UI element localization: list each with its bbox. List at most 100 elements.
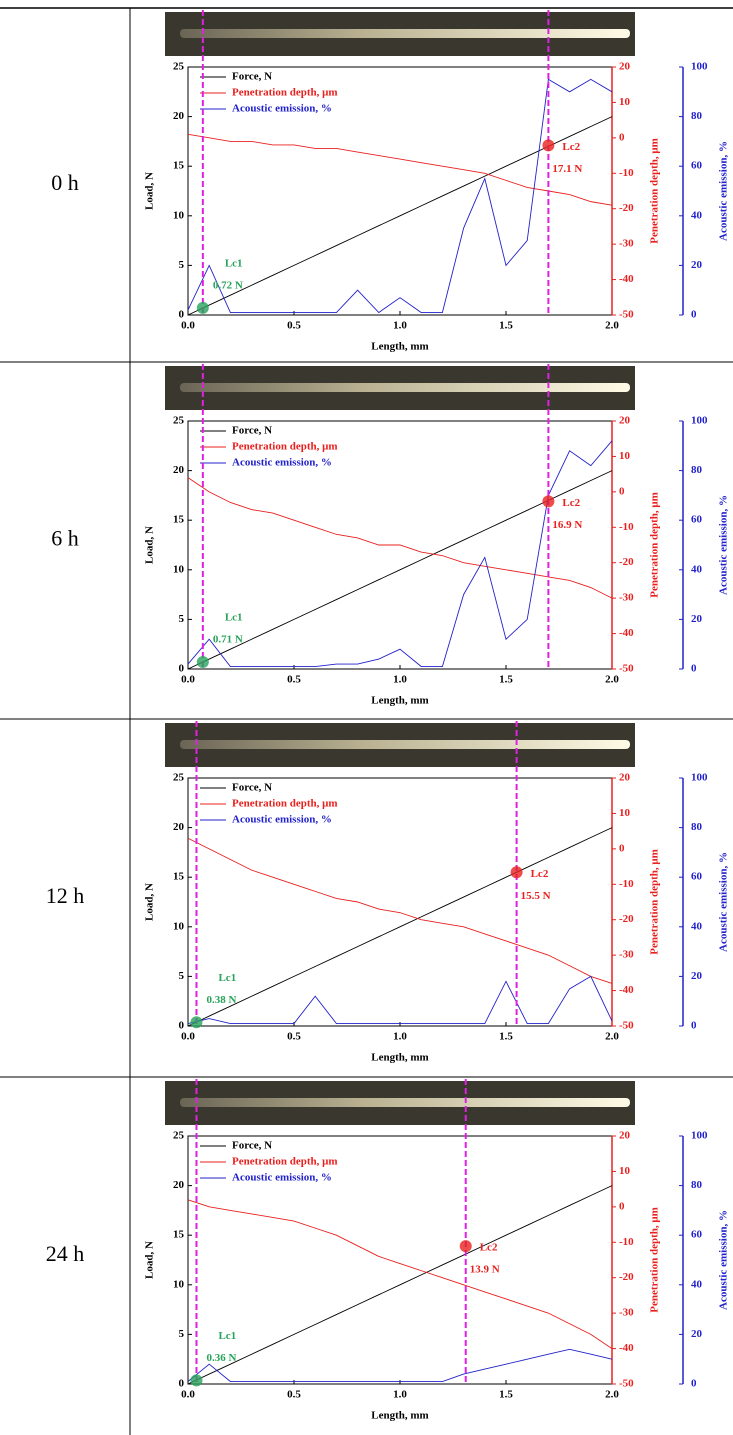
chart: 0.0 0.5 1.0 1.5 2.0 Length, mm 0 5 10 15 20 25 Load,… — [144, 721, 730, 1064]
y-tick-label: 25 — [173, 1130, 185, 1142]
y2-axis-title: Penetration depth, μm — [649, 1207, 661, 1313]
row-label: 6 h — [51, 526, 79, 551]
y2-tick-label: 20 — [619, 1130, 631, 1142]
series-line — [187, 1348, 613, 1382]
x-tick-label: 1.0 — [393, 674, 407, 686]
y2-tick-label: -50 — [619, 1378, 634, 1390]
x-tick-label: 2.0 — [605, 1031, 619, 1043]
y2-tick-label: 20 — [619, 772, 631, 784]
y-tick-label: 20 — [173, 1179, 185, 1191]
critical-label: Lc1 — [218, 972, 236, 984]
critical-label: Lc1 — [218, 1330, 236, 1342]
x-tick-label: 1.5 — [499, 674, 513, 686]
y3-tick-label: 100 — [691, 772, 708, 784]
x-tick-label: 0.0 — [181, 320, 195, 332]
y2-tick-label: 20 — [619, 415, 631, 427]
legend-label: Force, N — [232, 425, 272, 437]
y3-tick-label: 80 — [691, 821, 703, 833]
y3-tick-label: 40 — [691, 1278, 703, 1290]
y-tick-label: 10 — [173, 563, 185, 575]
y3-tick-label: 0 — [691, 309, 697, 321]
y2-tick-label: -20 — [619, 556, 634, 568]
y2-axis-title: Penetration depth, μm — [649, 849, 661, 955]
y3-tick-label: 20 — [691, 1328, 703, 1340]
series-line — [187, 133, 613, 206]
scratch-track — [180, 1098, 630, 1107]
y-tick-label: 20 — [173, 821, 185, 833]
x-tick-label: 0.0 — [181, 1389, 195, 1401]
y3-tick-label: 60 — [691, 1229, 703, 1241]
y2-tick-label: 0 — [619, 842, 625, 854]
y2-tick-label: -10 — [619, 167, 634, 179]
y-tick-label: 15 — [173, 160, 185, 172]
y3-tick-label: 20 — [691, 970, 703, 982]
scratch-track — [180, 383, 630, 392]
y3-tick-label: 40 — [691, 563, 703, 575]
y3-axis-title: Acoustic emission, % — [718, 852, 730, 952]
chart: 0.0 0.5 1.0 1.5 2.0 Length, mm 0 5 10 15 20 25 Load,… — [144, 1079, 730, 1422]
y2-tick-label: 0 — [619, 1200, 625, 1212]
scratch-track — [180, 29, 630, 38]
x-tick-label: 0.0 — [181, 674, 195, 686]
y-tick-label: 5 — [179, 1328, 185, 1340]
critical-marker — [190, 1374, 203, 1387]
y-tick-label: 0 — [179, 663, 185, 675]
y2-tick-label: -30 — [619, 238, 634, 250]
y-tick-label: 5 — [179, 970, 185, 982]
y2-tick-label: -30 — [619, 592, 634, 604]
series-line — [187, 78, 613, 314]
series-line — [187, 1199, 613, 1349]
critical-label: Lc1 — [225, 611, 243, 623]
y2-tick-label: -30 — [619, 1307, 634, 1319]
series-line — [187, 477, 613, 599]
y-tick-label: 20 — [173, 464, 185, 476]
series-line — [187, 975, 613, 1024]
y-tick-label: 0 — [179, 1020, 185, 1032]
y2-tick-label: 10 — [619, 450, 631, 462]
y-tick-label: 15 — [173, 514, 185, 526]
legend-label: Penetration depth, μm — [232, 798, 338, 810]
legend-label: Acoustic emission, % — [232, 457, 332, 469]
chart: 0.0 0.5 1.0 1.5 2.0 Length, mm 0 5 10 15 20 25 Load,… — [144, 10, 730, 353]
y-tick-label: 10 — [173, 209, 185, 221]
row-label: 24 h — [46, 1241, 85, 1266]
y3-tick-label: 0 — [691, 663, 697, 675]
x-tick-label: 0.5 — [287, 674, 301, 686]
legend-label: Acoustic emission, % — [232, 1172, 332, 1184]
y3-tick-label: 100 — [691, 415, 708, 427]
y2-axis-title: Penetration depth, μm — [649, 138, 661, 244]
series-line — [187, 470, 613, 670]
critical-label: Lc2 — [562, 141, 580, 153]
y2-tick-label: -40 — [619, 1342, 634, 1354]
legend-label: Penetration depth, μm — [232, 1156, 338, 1168]
x-axis-title: Length, mm — [371, 1052, 428, 1064]
x-tick-label: 1.0 — [393, 1389, 407, 1401]
critical-value: 15.5 N — [521, 890, 551, 902]
x-tick-label: 0.5 — [287, 1389, 301, 1401]
critical-value: 0.72 N — [213, 279, 243, 291]
legend-label: Force, N — [232, 1140, 272, 1152]
y-tick-label: 15 — [173, 871, 185, 883]
y3-tick-label: 60 — [691, 871, 703, 883]
row-label: 0 h — [51, 170, 79, 195]
y-tick-label: 5 — [179, 613, 185, 625]
y2-tick-label: -20 — [619, 913, 634, 925]
x-tick-label: 1.0 — [393, 1031, 407, 1043]
y-tick-label: 20 — [173, 110, 185, 122]
y2-tick-label: 20 — [619, 61, 631, 73]
critical-value: 16.9 N — [552, 519, 582, 531]
series-line — [187, 116, 613, 316]
y3-tick-label: 60 — [691, 160, 703, 172]
x-tick-label: 1.5 — [499, 320, 513, 332]
chart: 0.0 0.5 1.0 1.5 2.0 Length, mm 0 5 10 15 20 25 Load,… — [144, 364, 730, 707]
critical-value: 13.9 N — [470, 1264, 500, 1276]
y-tick-label: 25 — [173, 772, 185, 784]
x-axis-title: Length, mm — [371, 341, 428, 353]
x-tick-label: 0.5 — [287, 1031, 301, 1043]
critical-label: Lc1 — [225, 257, 243, 269]
y2-tick-label: 0 — [619, 131, 625, 143]
legend-label: Force, N — [232, 71, 272, 83]
y-axis-title: Load, N — [144, 883, 156, 921]
legend-label: Force, N — [232, 782, 272, 794]
